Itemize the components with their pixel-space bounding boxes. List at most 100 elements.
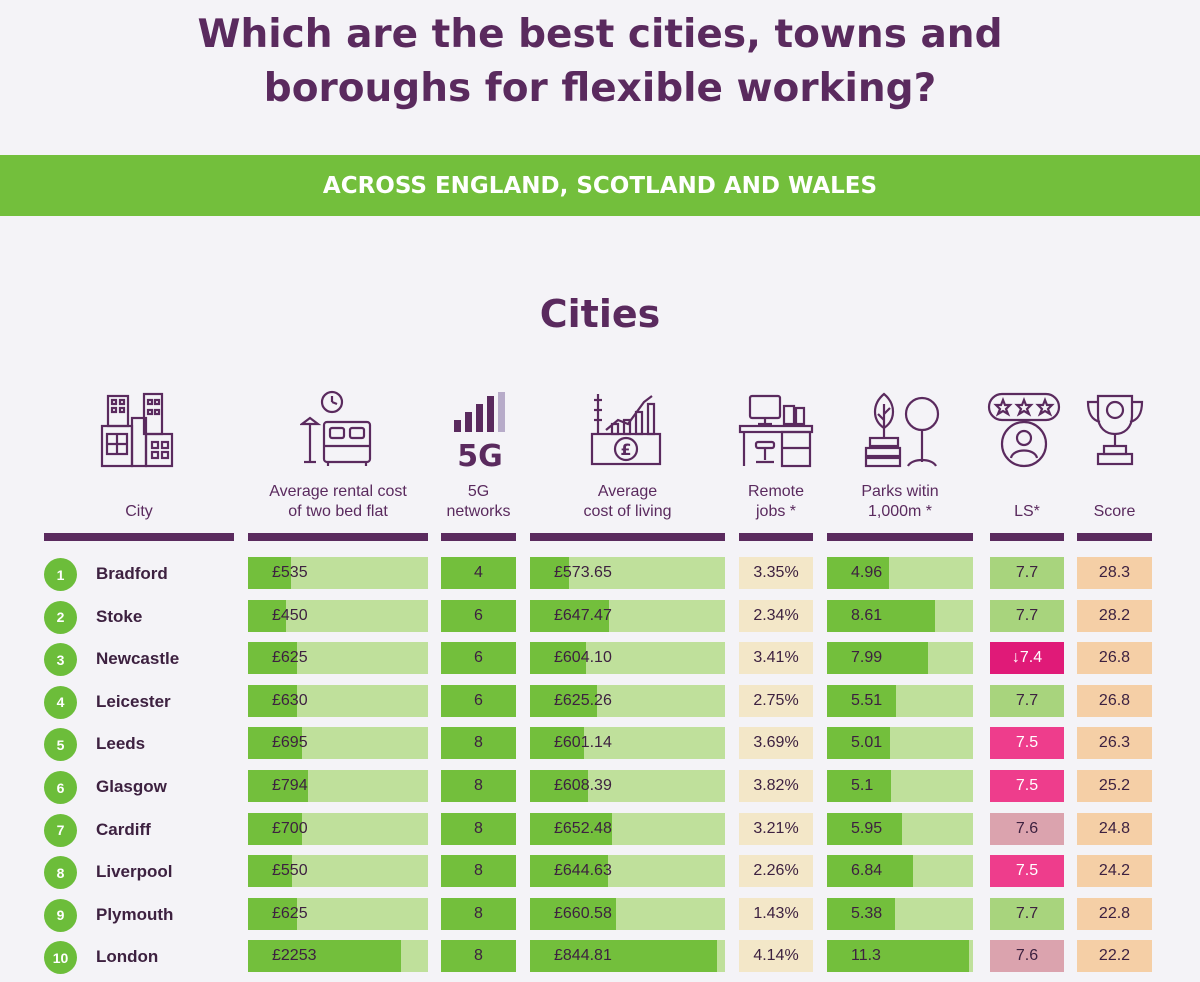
column-rule <box>248 533 428 541</box>
cost-of-living-cell-fill <box>530 940 717 973</box>
table-row: 2 Stoke £450 6 £647.47 2.34% 8.61 7.7 28.2 <box>0 599 1200 634</box>
parks-cell: 5.01 <box>827 727 973 760</box>
rent-cell-fill <box>248 684 298 717</box>
city-name: Newcastle <box>96 649 180 669</box>
remote-jobs-cell: 3.69% <box>739 727 813 760</box>
ls-cell: 7.7 <box>990 599 1064 632</box>
rent-cell-value: £2253 <box>272 947 317 965</box>
rent-cell-value: £550 <box>272 862 308 880</box>
remote-jobs-cell: 1.43% <box>739 897 813 930</box>
city-buildings-icon <box>100 390 176 470</box>
ls-cell: 7.7 <box>990 897 1064 930</box>
cost-of-living-cell-value: £644.63 <box>554 862 612 880</box>
parks-cell-fill <box>827 727 891 760</box>
city-name: Leeds <box>96 734 146 754</box>
cost-of-living-cell-fill <box>530 684 598 717</box>
page-title: Which are the best cities, towns and bor… <box>0 8 1200 116</box>
column-rule <box>1077 533 1152 541</box>
rent-cell: £625 <box>248 642 428 675</box>
signal-5g-icon: 5G <box>452 390 508 470</box>
svg-text:£: £ <box>620 440 631 459</box>
rent-cell: £625 <box>248 897 428 930</box>
parks-cell-fill <box>827 642 928 675</box>
table-row: 3 Newcastle £625 6 £604.10 3.41% 7.99 ↓7.4 26.8 <box>0 642 1200 677</box>
parks-cell-value: 7.99 <box>851 649 883 667</box>
g5-cell: 6 <box>441 684 516 717</box>
parks-cell: 4.96 <box>827 557 973 589</box>
remote-jobs-cell: 3.82% <box>739 770 813 802</box>
parks-cell-fill <box>827 897 895 930</box>
column-header-parks: Parks witin 1,000m * <box>861 483 939 520</box>
table-row: 5 Leeds £695 8 £601.14 3.69% 5.01 7.5 26.3 <box>0 727 1200 762</box>
cost-of-living-cell-fill <box>530 855 608 888</box>
parks-cell: 7.99 <box>827 642 973 675</box>
g5-cell: 6 <box>441 599 516 632</box>
g5-cell: 8 <box>441 855 516 888</box>
ls-cell: 7.7 <box>990 557 1064 589</box>
column-rule <box>530 533 725 541</box>
remote-jobs-cell: 3.41% <box>739 642 813 675</box>
g5-cell: 8 <box>441 812 516 845</box>
parks-cell-fill <box>827 940 970 973</box>
column-rule <box>441 533 516 541</box>
parks-cell-fill <box>827 855 914 888</box>
remote-jobs-cell: 2.34% <box>739 599 813 632</box>
rent-cell: £700 <box>248 812 428 845</box>
signal-5g-label: 5G <box>457 439 503 468</box>
score-cell: 28.3 <box>1077 557 1152 589</box>
table-row: 7 Cardiff £700 8 £652.48 3.21% 5.95 7.6 24.8 <box>0 812 1200 847</box>
rent-cell: £794 <box>248 770 428 802</box>
cost-of-living-cell: £647.47 <box>530 599 725 632</box>
rent-cell-fill <box>248 897 298 930</box>
rank-badge: 8 <box>44 856 77 890</box>
bedroom-icon <box>300 390 376 470</box>
city-name: Stoke <box>96 606 143 626</box>
g5-cell: 8 <box>441 727 516 760</box>
cost-of-living-cell-fill <box>530 897 617 930</box>
cost-of-living-icon: £ <box>588 390 664 470</box>
cost-of-living-cell-value: £647.47 <box>554 606 612 624</box>
rank-badge: 2 <box>44 600 77 634</box>
parks-cell: 6.84 <box>827 855 973 888</box>
city-name: Plymouth <box>96 904 174 924</box>
parks-cell: 11.3 <box>827 940 973 973</box>
cost-of-living-cell: £604.10 <box>530 642 725 675</box>
cost-of-living-cell-fill <box>530 812 612 845</box>
rent-cell: £630 <box>248 684 428 717</box>
cost-of-living-cell: £644.63 <box>530 855 725 888</box>
section-title: Cities <box>539 292 661 336</box>
column-header-rent: Average rental cost of two bed flat <box>269 483 407 520</box>
rent-cell: £695 <box>248 727 428 760</box>
rank-badge: 6 <box>44 771 77 804</box>
table-row: 10 London £2253 8 £844.81 4.14% 11.3 7.6 22.2 <box>0 940 1200 975</box>
cost-of-living-cell: £601.14 <box>530 727 725 760</box>
remote-jobs-cell: 4.14% <box>739 940 813 973</box>
score-cell: 22.2 <box>1077 940 1152 973</box>
cost-of-living-cell: £573.65 <box>530 557 725 589</box>
city-name: Liverpool <box>96 862 173 882</box>
column-rule <box>44 533 234 541</box>
parks-cell: 5.1 <box>827 770 973 802</box>
rank-badge: 4 <box>44 685 77 719</box>
cost-of-living-cell-value: £652.48 <box>554 819 612 837</box>
parks-cell-fill <box>827 770 892 802</box>
desk-icon <box>738 390 814 470</box>
parks-cell-value: 6.84 <box>851 862 883 880</box>
column-rule <box>990 533 1064 541</box>
table-row: 9 Plymouth £625 8 £660.58 1.43% 5.38 7.7 22.8 <box>0 897 1200 932</box>
table-row: 4 Leicester £630 6 £625.26 2.75% 5.51 7.7 26.8 <box>0 684 1200 719</box>
score-cell: 28.2 <box>1077 599 1152 632</box>
ls-cell: 7.6 <box>990 812 1064 845</box>
table-row: 6 Glasgow £794 8 £608.39 3.82% 5.1 7.5 25.2 <box>0 770 1200 804</box>
rent-cell-value: £625 <box>272 904 308 922</box>
rank-badge: 1 <box>44 558 77 591</box>
city-name: London <box>96 947 159 967</box>
score-cell: 26.8 <box>1077 642 1152 675</box>
rent-cell: £450 <box>248 599 428 632</box>
rent-cell-value: £695 <box>272 734 308 752</box>
score-cell: 22.8 <box>1077 897 1152 930</box>
g5-cell: 8 <box>441 940 516 973</box>
parks-cell-value: 5.01 <box>851 734 883 752</box>
parks-cell-fill <box>827 684 897 717</box>
rent-cell-value: £535 <box>272 564 308 581</box>
